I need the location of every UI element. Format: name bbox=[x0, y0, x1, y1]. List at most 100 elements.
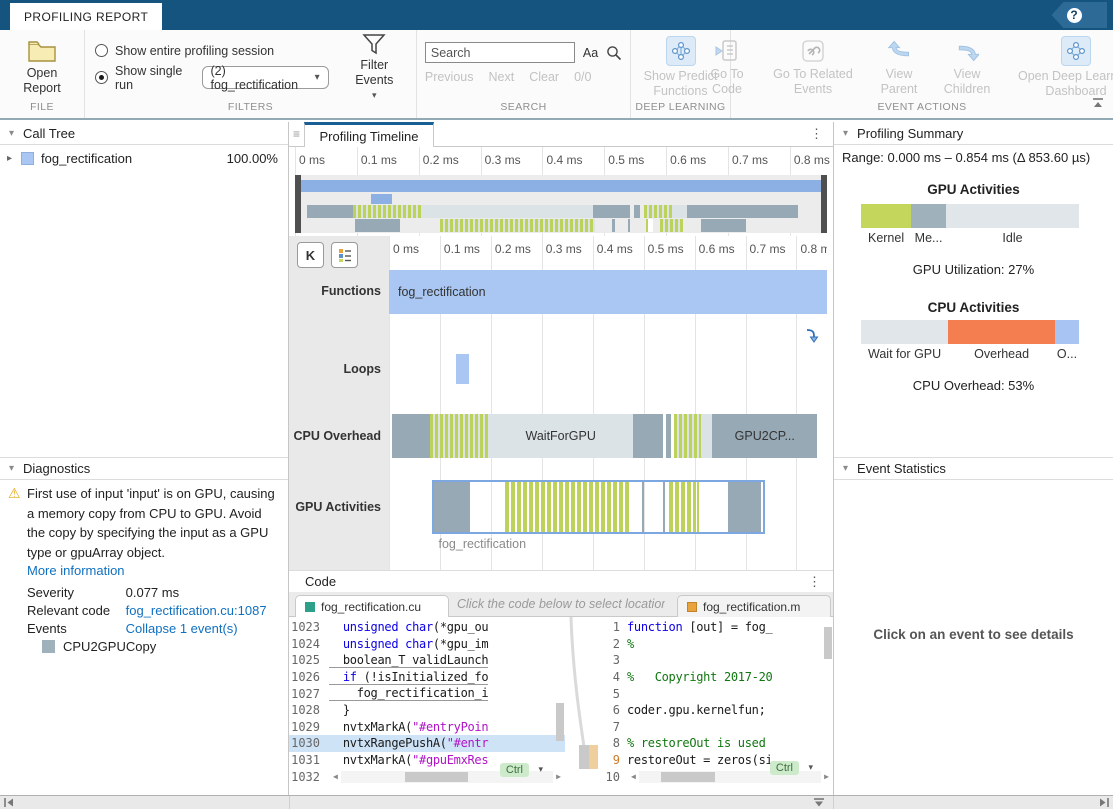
timeline-event-segment[interactable] bbox=[666, 414, 670, 458]
code-options-icon[interactable]: ⋮ bbox=[808, 574, 821, 590]
collapse-left-panel-icon[interactable] bbox=[3, 797, 15, 808]
scrollbar-thumb[interactable] bbox=[661, 772, 716, 782]
code-line[interactable]: 1024 unsigned char(*gpu_im bbox=[289, 636, 565, 653]
code-text[interactable]: % restoreOut is used bbox=[627, 736, 766, 750]
cu-vertical-scrollbar[interactable] bbox=[555, 617, 565, 780]
timeline-event-segment[interactable]: fog_rectification bbox=[389, 270, 827, 314]
code-text[interactable]: % bbox=[627, 637, 634, 651]
timeline-event-segment[interactable] bbox=[634, 205, 640, 218]
code-line[interactable]: 1030 nvtxRangePushA("#entr bbox=[289, 735, 565, 752]
code-text[interactable]: nvtxMarkA("#entryPoin bbox=[329, 720, 488, 734]
overview-strip[interactable] bbox=[295, 175, 827, 233]
code-line[interactable]: 1023 unsigned char(*gpu_ou bbox=[289, 619, 565, 636]
timeline-event-segment[interactable] bbox=[701, 219, 745, 232]
code-line[interactable]: 1028 } bbox=[289, 702, 565, 719]
view-parent-button[interactable]: View Parent bbox=[875, 38, 923, 97]
code-line[interactable]: 6coder.gpu.kernelfun; bbox=[599, 702, 833, 719]
code-line[interactable]: 4% Copyright 2017-20 bbox=[599, 669, 833, 686]
timeline-event-segment[interactable] bbox=[355, 219, 400, 232]
code-line[interactable]: 1027 fog_rectification_i bbox=[289, 685, 565, 702]
timeline-event-segment[interactable] bbox=[644, 205, 673, 218]
collapse-bottom-panel-icon[interactable] bbox=[813, 797, 825, 808]
timeline-event-segment[interactable] bbox=[673, 205, 687, 218]
m-vertical-scrollbar[interactable] bbox=[823, 617, 833, 780]
view-children-button[interactable]: View Children bbox=[939, 38, 995, 97]
call-tree-row-fog-rectification[interactable]: ▸ fog_rectification 100.00% bbox=[0, 148, 288, 168]
code-line[interactable]: 8% restoreOut is used bbox=[599, 735, 833, 752]
match-case-toggle[interactable]: Aa bbox=[583, 46, 598, 60]
collapse-events-link[interactable]: Collapse 1 event(s) bbox=[126, 621, 238, 636]
scroll-left-icon[interactable]: ◀ bbox=[333, 772, 338, 781]
radio-show-single-run[interactable]: Show single run (2) fog_rectification ▾ bbox=[95, 64, 329, 92]
code-text[interactable]: } bbox=[329, 703, 350, 717]
tab-fog-rectification-cu[interactable]: fog_rectification.cu bbox=[295, 595, 449, 617]
call-tree-header[interactable]: ▾ Call Tree bbox=[0, 122, 288, 145]
code-line[interactable]: 1029 nvtxMarkA("#entryPoin bbox=[289, 719, 565, 736]
open-report-button[interactable]: Open Report bbox=[10, 39, 74, 96]
code-line[interactable]: 2% bbox=[599, 636, 833, 653]
open-deep-learning-dashboard-button[interactable]: Open Deep Learning Dashboard bbox=[1011, 36, 1113, 99]
code-text[interactable]: % Copyright 2017-20 bbox=[627, 670, 772, 684]
expand-icon[interactable]: ▸ bbox=[7, 153, 21, 164]
go-to-code-button[interactable]: Go To Code bbox=[703, 38, 751, 97]
timeline-event-segment[interactable] bbox=[440, 219, 594, 232]
timeline-event-segment[interactable] bbox=[593, 205, 629, 218]
code-text[interactable]: fog_rectification_i bbox=[329, 686, 488, 701]
radio-show-entire-session[interactable]: Show entire profiling session bbox=[95, 44, 329, 58]
timeline-event-segment[interactable] bbox=[371, 194, 392, 204]
code-text[interactable]: restoreOut = zeros(si bbox=[627, 753, 772, 767]
relevant-code-link[interactable]: fog_rectification.cu:1087 bbox=[126, 603, 267, 618]
code-text[interactable]: coder.gpu.kernelfun; bbox=[627, 703, 766, 717]
code-text[interactable]: unsigned char(*gpu_ou bbox=[329, 620, 488, 634]
timeline-event-segment[interactable]: GPU2CP... bbox=[712, 414, 817, 458]
code-text[interactable]: unsigned char(*gpu_im bbox=[329, 637, 488, 651]
search-next-button[interactable]: Next bbox=[489, 70, 515, 84]
tab-fog-rectification-m[interactable]: fog_rectification.m bbox=[677, 595, 831, 617]
tab-profiling-timeline[interactable]: Profiling Timeline bbox=[304, 122, 434, 147]
timeline-event-segment[interactable] bbox=[687, 205, 798, 218]
timeline-event-segment[interactable] bbox=[701, 414, 712, 458]
code-line[interactable]: 7 bbox=[599, 719, 833, 736]
timeline-event-segment[interactable] bbox=[430, 414, 488, 458]
collapse-icon[interactable]: ▾ bbox=[843, 463, 848, 474]
timeline-event-segment[interactable] bbox=[301, 180, 821, 192]
panel-menu-icon[interactable]: ≡ bbox=[293, 127, 300, 141]
search-input[interactable] bbox=[425, 42, 575, 63]
gpu-selection-box[interactable] bbox=[432, 480, 765, 534]
profiling-summary-header[interactable]: ▾ Profiling Summary bbox=[834, 122, 1113, 145]
code-line[interactable]: 3 bbox=[599, 652, 833, 669]
horizontal-scrollbar[interactable]: ◀▶ bbox=[631, 770, 829, 783]
code-line[interactable]: 5 bbox=[599, 685, 833, 702]
collapse-icon[interactable]: ▾ bbox=[9, 463, 14, 474]
code-text[interactable]: if (!isInitialized_fo bbox=[329, 670, 488, 685]
code-line[interactable]: 1026 if (!isInitialized_fo bbox=[289, 669, 565, 686]
timeline-event-segment[interactable] bbox=[353, 205, 422, 218]
event-statistics-header[interactable]: ▾ Event Statistics bbox=[834, 457, 1113, 480]
goto-dropdown-icon[interactable]: ▾ bbox=[538, 764, 543, 775]
scrollbar-thumb[interactable] bbox=[405, 772, 469, 782]
timeline-event-segment[interactable] bbox=[674, 414, 701, 458]
search-clear-button[interactable]: Clear bbox=[529, 70, 559, 84]
timeline-event-segment[interactable] bbox=[628, 219, 631, 232]
collapse-right-panel-icon[interactable] bbox=[1098, 797, 1110, 808]
collapse-ribbon-button[interactable] bbox=[1091, 96, 1105, 114]
timeline-event-segment[interactable] bbox=[646, 219, 652, 232]
timeline-event-segment[interactable] bbox=[307, 205, 353, 218]
tab-profiling-report[interactable]: PROFILING REPORT bbox=[10, 3, 162, 30]
timeline-event-segment[interactable]: WaitForGPU bbox=[488, 414, 633, 458]
timeline-options-icon[interactable]: ⋮ bbox=[810, 126, 823, 142]
timeline-event-segment[interactable] bbox=[633, 414, 662, 458]
timeline-event-segment[interactable] bbox=[392, 414, 430, 458]
goto-dropdown-icon[interactable]: ▾ bbox=[808, 762, 813, 773]
radio-circle-selected[interactable] bbox=[95, 71, 108, 84]
more-information-link[interactable]: More information bbox=[27, 563, 125, 578]
code-text[interactable]: nvtxRangePushA("#entr bbox=[329, 736, 488, 750]
scroll-left-icon[interactable]: ◀ bbox=[631, 772, 636, 781]
filter-events-button[interactable]: Filter Events ▾ bbox=[343, 34, 406, 101]
timeline-event-segment[interactable] bbox=[422, 205, 594, 218]
code-text[interactable]: function [out] = fog_ bbox=[627, 620, 772, 634]
kernel-view-button[interactable]: K bbox=[297, 242, 324, 268]
track-list-button[interactable] bbox=[331, 242, 358, 268]
code-text[interactable]: boolean_T validLaunch bbox=[329, 653, 488, 668]
m-editor[interactable]: 1function [out] = fog_2%34% Copyright 20… bbox=[599, 617, 833, 797]
